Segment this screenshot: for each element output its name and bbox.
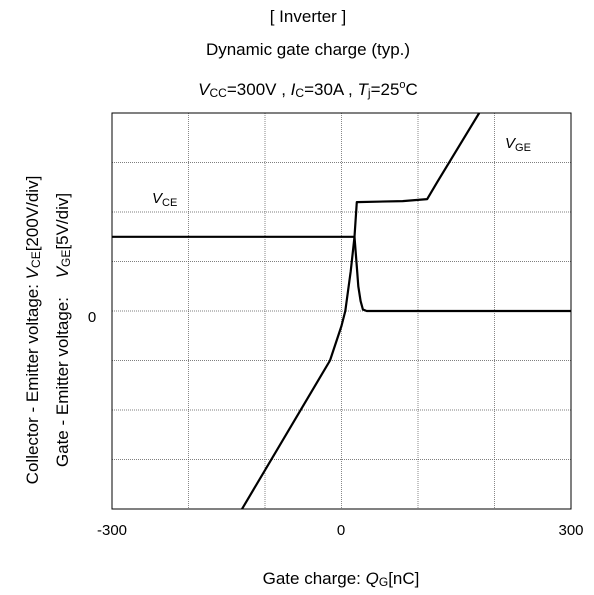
vge-curve: [241, 112, 481, 510]
y-axis-label-vge: Gate - Emitter voltage: VGE[5V/div]: [53, 193, 73, 467]
tj-value: =25: [371, 80, 400, 99]
chart-title: [ Inverter ]: [270, 7, 347, 26]
x-tick-label: -300: [97, 522, 127, 539]
x-axis-prefix: Gate charge:: [263, 569, 366, 588]
series-label-vce-subscript: CE: [162, 197, 177, 209]
x-axis-label: Gate charge: QG[nC]: [263, 569, 420, 589]
chart-subtitle: Dynamic gate charge (typ.): [206, 40, 410, 59]
series-layer: [112, 112, 571, 510]
vcc-subscript: CC: [210, 86, 228, 100]
tj-subscript: j: [367, 86, 371, 100]
tj-symbol: T: [358, 80, 370, 99]
y-axis-label-vce: Collector - Emitter voltage: VCE[200V/di…: [23, 176, 43, 485]
y-axis-vce-symbol: V: [23, 266, 42, 279]
x-tick-label: 0: [337, 522, 345, 539]
series-label-vce-symbol: V: [152, 190, 164, 207]
series-label-vce: VCE: [152, 190, 177, 209]
test-conditions: VCC=300V , IC=30A , Tj=25oC: [198, 79, 418, 100]
ic-value: =30A ,: [304, 80, 357, 99]
y-zero-label: 0: [88, 309, 96, 326]
series-label-vge: VGE: [505, 135, 531, 154]
ic-subscript: C: [295, 86, 304, 100]
y-axis-vce-subscript: CE: [29, 251, 43, 268]
y-axis-vge-subscript: GE: [59, 250, 73, 267]
grid: [112, 113, 571, 509]
y-axis-vge-prefix: Gate - Emitter voltage:: [53, 292, 72, 467]
x-tick-label: 300: [558, 522, 583, 539]
y-axis-vce-unit: [200V/div]: [23, 176, 42, 252]
x-axis-subscript: G: [379, 575, 388, 589]
series-label-vge-subscript: GE: [515, 142, 531, 154]
x-axis-unit: [nC]: [388, 569, 419, 588]
y-axis-vge-unit: [5V/div]: [53, 193, 72, 250]
tj-unit: C: [406, 80, 418, 99]
ic-symbol: I: [291, 80, 296, 99]
series-label-vge-symbol: V: [505, 135, 517, 152]
vcc-value: =300V ,: [227, 80, 291, 99]
y-axis-vge-symbol: V: [53, 265, 72, 278]
x-axis-symbol: Q: [366, 569, 379, 588]
vcc-symbol: V: [198, 80, 211, 99]
degree-mark: o: [399, 79, 405, 91]
y-axis-vce-prefix: Collector - Emitter voltage:: [23, 279, 42, 484]
